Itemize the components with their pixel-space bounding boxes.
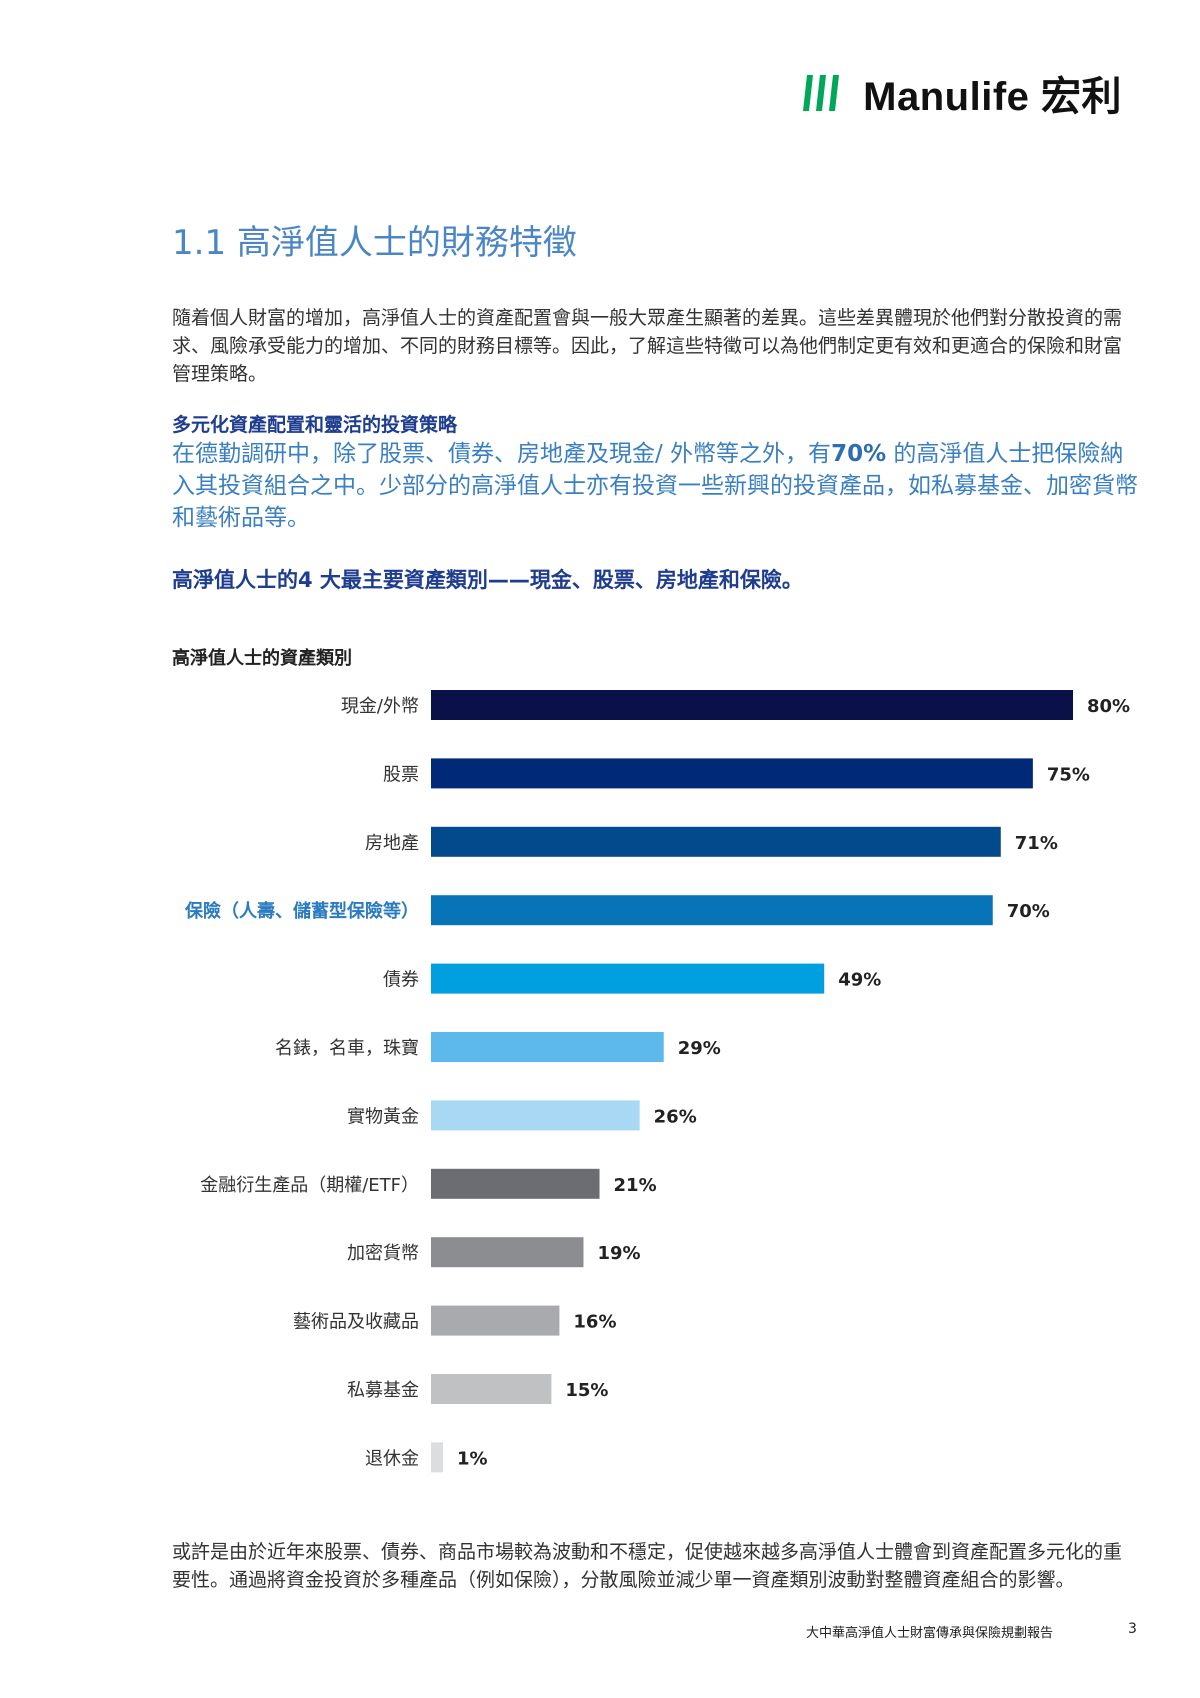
bar-category-label: 名錶，名車，珠寶 xyxy=(275,1038,419,1059)
bar xyxy=(431,895,993,926)
highlight-stat: 70% xyxy=(831,441,887,467)
intro-paragraph: 隨着個人財富的增加，高淨值人士的資產配置會與一般大眾產生顯著的差異。這些差異體現… xyxy=(172,307,1123,385)
bar-category-label: 退休金 xyxy=(365,1448,419,1469)
bar-value-label: 16% xyxy=(573,1312,616,1333)
bar-category-label: 藝術品及收藏品 xyxy=(293,1312,419,1333)
manulife-m-icon xyxy=(803,75,840,111)
bar xyxy=(431,1100,640,1131)
bar-value-label: 29% xyxy=(678,1038,721,1059)
bar xyxy=(431,1168,600,1199)
bar-value-label: 49% xyxy=(838,970,881,991)
bar xyxy=(431,1374,552,1404)
bar xyxy=(431,1305,560,1336)
brand-logo: Manulife 宏利 xyxy=(801,64,1122,122)
bar-value-label: 70% xyxy=(1007,901,1050,922)
bar-category-label: 金融衍生產品（期權/ETF） xyxy=(200,1175,419,1196)
bar-category-label: 私募基金 xyxy=(347,1380,419,1401)
bar xyxy=(431,1237,584,1268)
bar-category-label: 房地產 xyxy=(365,833,419,854)
chart-title: 高淨值人士的資產類別 xyxy=(172,648,352,669)
bar-value-label: 80% xyxy=(1087,696,1130,717)
bar-category-label: 債券 xyxy=(383,970,419,991)
bar xyxy=(431,1032,664,1062)
highlight-paragraph: 在德勤調研中，除了股票、債券、房地產及現金/ 外幣等之外，有70% 的高淨值人士… xyxy=(172,438,1138,534)
bar-category-label: 實物黃金 xyxy=(347,1106,419,1127)
bar-value-label: 1% xyxy=(457,1448,488,1469)
bar-category-label: 加密貨幣 xyxy=(347,1243,419,1264)
bar-value-label: 26% xyxy=(654,1106,697,1127)
bar xyxy=(431,963,825,994)
page-number: 3 xyxy=(1128,1621,1137,1637)
bar-value-label: 15% xyxy=(565,1380,608,1401)
highlight-text-before: 在德勤調研中，除了股票、債券、房地產及現金/ 外幣等之外，有 xyxy=(172,441,832,467)
bar-category-label: 股票 xyxy=(383,764,419,785)
subheading: 多元化資產配置和靈活的投資策略 xyxy=(172,414,458,436)
closing-paragraph: 或許是由於近年來股票、債券、商品市場較為波動和不穩定，促使越來越多高淨值人士體會… xyxy=(172,1541,1123,1591)
bar xyxy=(431,758,1033,789)
bar-value-label: 75% xyxy=(1047,764,1090,785)
section-title: 1.1 高淨值人士的財務特徵 xyxy=(172,223,577,263)
bar-value-label: 19% xyxy=(597,1243,640,1264)
bar xyxy=(431,1442,443,1473)
highlight-text-after: 的高淨值人士把保險納入其投資組合之中。少部分的高淨值人士亦有投資一些新興的投資產… xyxy=(172,441,1138,531)
bar-value-label: 71% xyxy=(1015,833,1058,854)
bar-category-label: 保險（人壽、儲蓄型保險等） xyxy=(184,900,419,922)
bar xyxy=(431,690,1073,720)
bar-category-label: 現金/外幣 xyxy=(341,696,419,717)
footer-report-title: 大中華高淨值人士財富傳承與保險規劃報告 xyxy=(806,1626,1054,1641)
key-callout: 高淨值人士的4 大最主要資產類別——現金、股票、房地產和保險。 xyxy=(172,568,803,592)
brand-name: Manulife 宏利 xyxy=(863,75,1122,119)
bar xyxy=(431,826,1001,857)
bar-value-label: 21% xyxy=(614,1175,657,1196)
asset-class-bar-chart: 現金/外幣 80% 股票 75% 房地產 71% 保險（人壽、儲蓄型保險等） 70% 債券 49%… xyxy=(184,690,1130,1473)
